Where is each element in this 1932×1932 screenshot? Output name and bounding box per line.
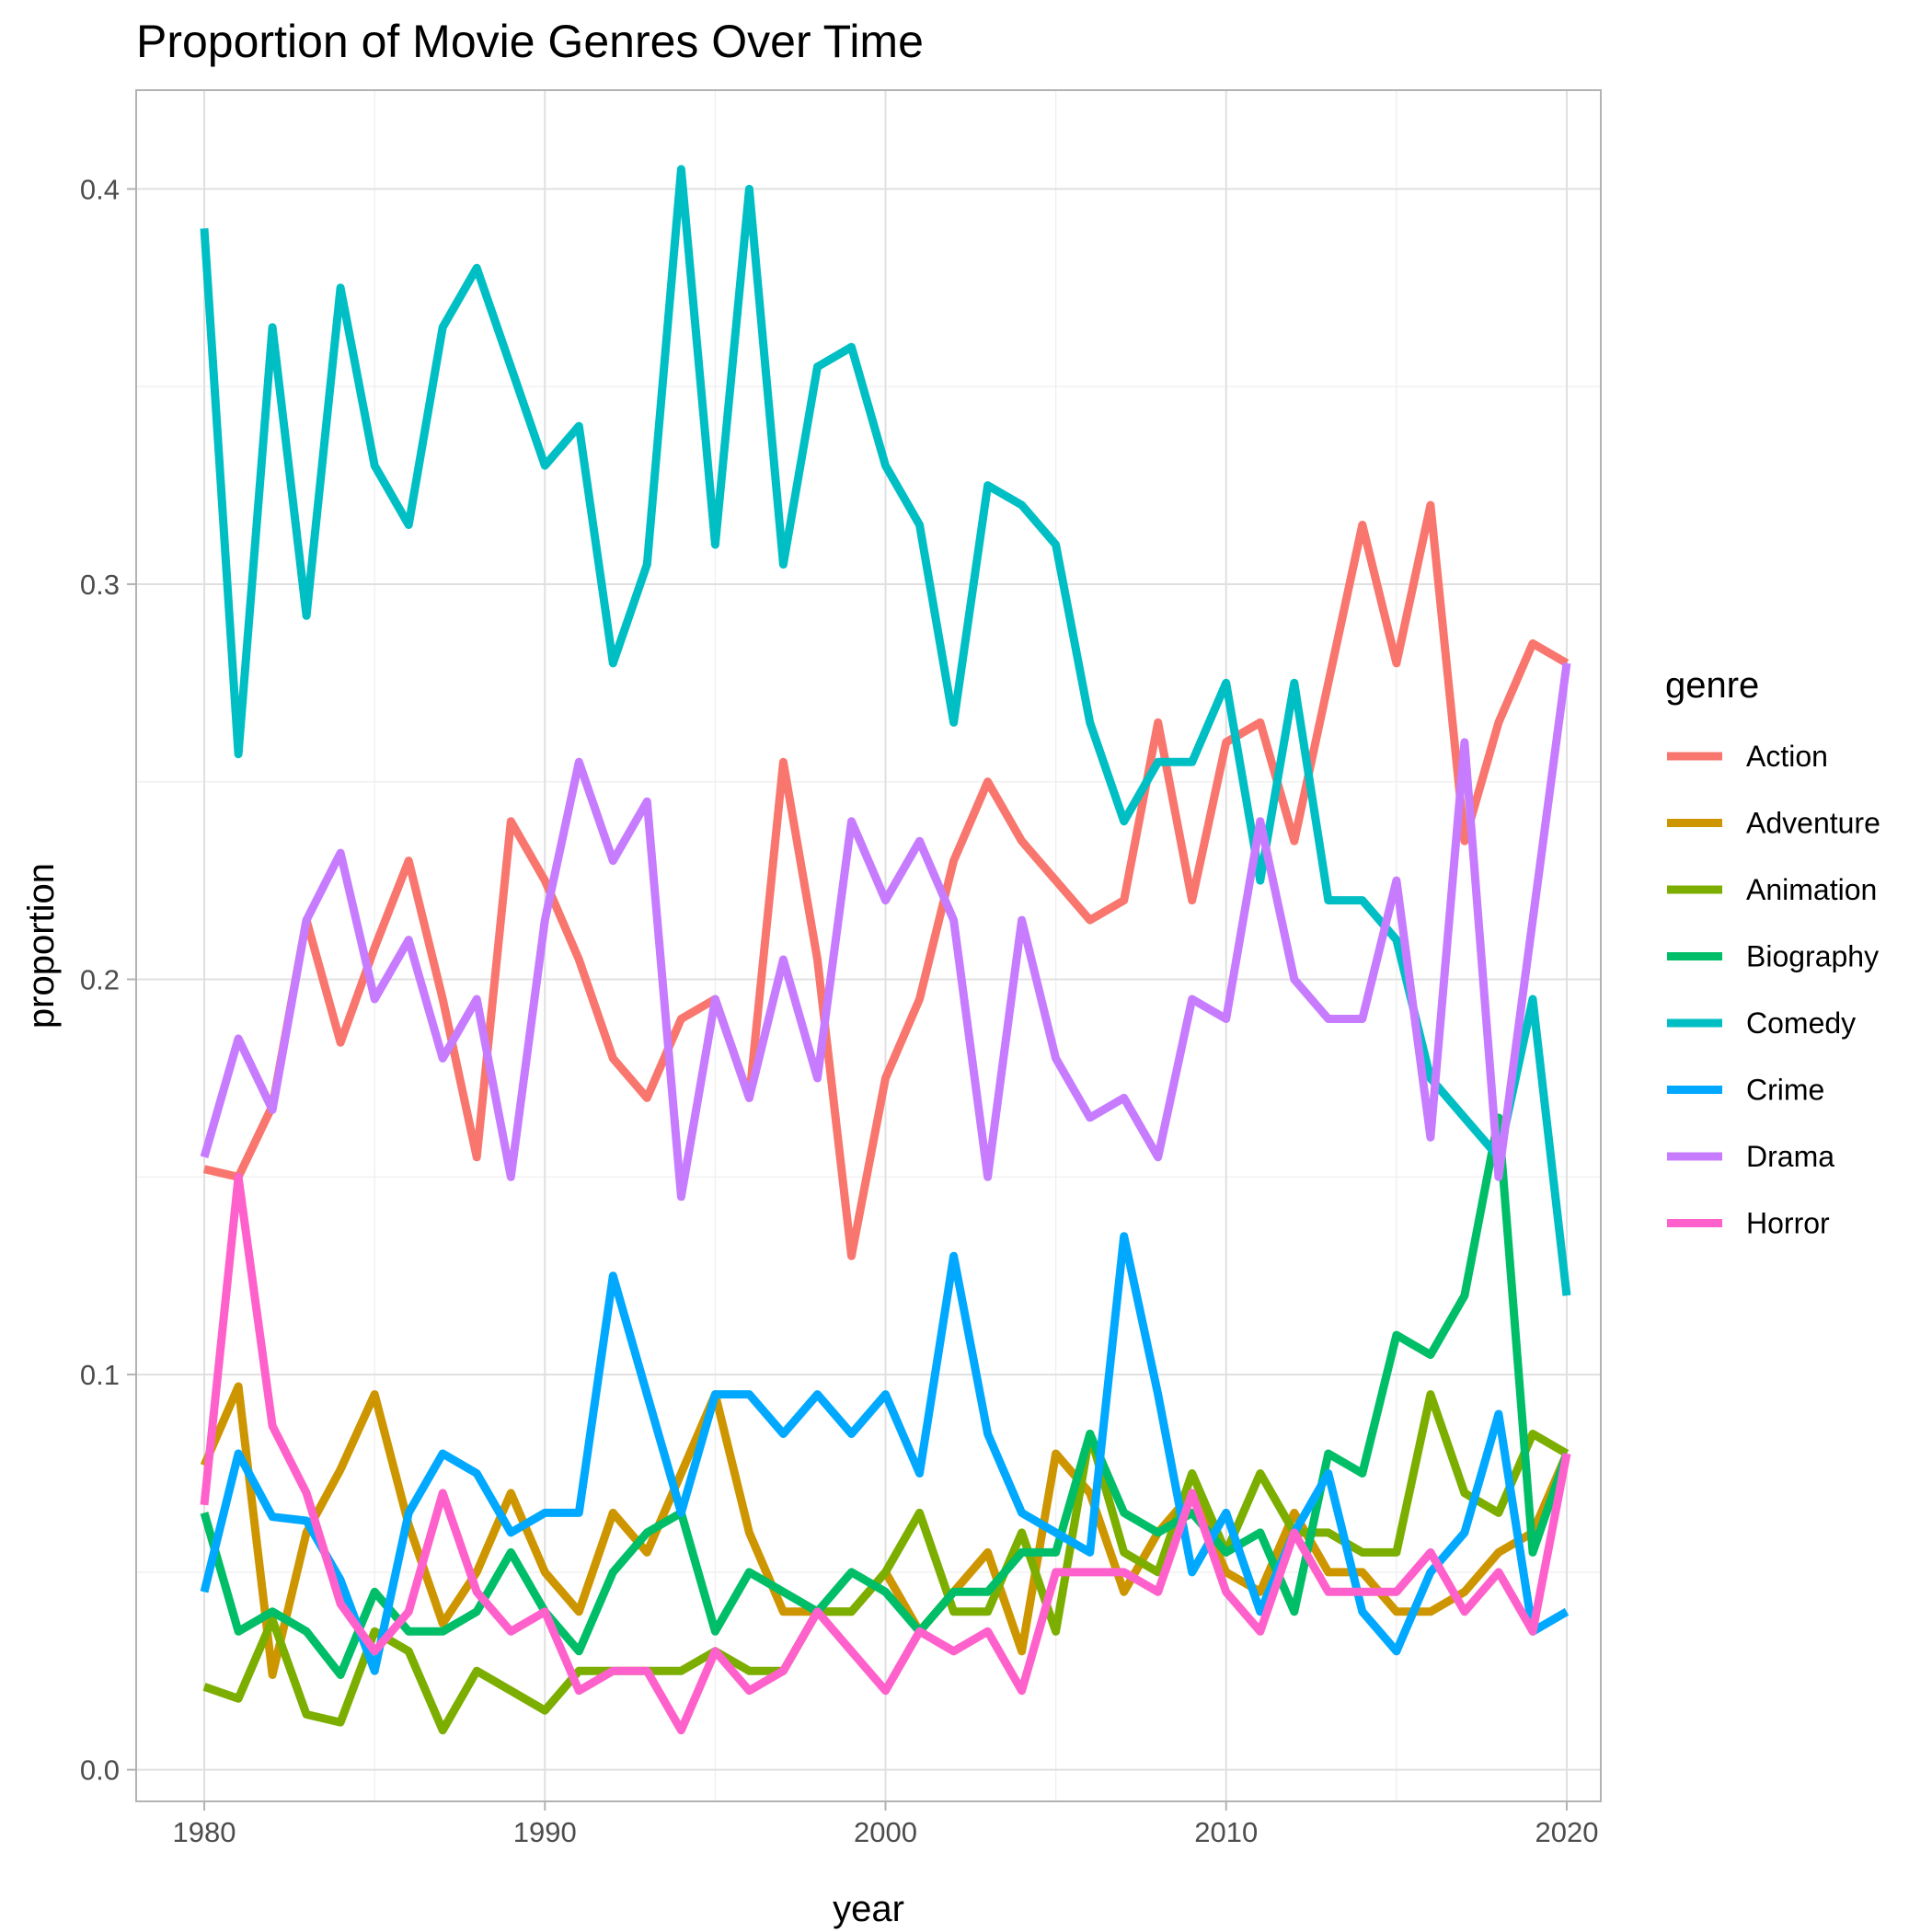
x-tick-label: 1990 xyxy=(513,1816,577,1848)
y-tick-label: 0.4 xyxy=(80,173,120,205)
chart-title: Proportion of Movie Genres Over Time xyxy=(136,16,924,67)
y-axis-title: proportion xyxy=(21,863,62,1029)
legend-label-biography: Biography xyxy=(1746,940,1879,973)
legend-label-horror: Horror xyxy=(1746,1207,1830,1240)
legend: genre Action Adventure Animation Biography C… xyxy=(1665,665,1880,1240)
series-line-drama xyxy=(200,662,1571,1202)
legend-label-comedy: Comedy xyxy=(1746,1006,1856,1040)
x-tick-label: 2020 xyxy=(1535,1816,1598,1848)
legend-label-adventure: Adventure xyxy=(1746,807,1880,840)
legend-label-animation: Animation xyxy=(1746,873,1877,906)
series-line-horror xyxy=(200,1172,1571,1735)
legend-label-crime: Crime xyxy=(1746,1074,1824,1107)
grid-layer xyxy=(136,90,1601,1801)
y-tick-label: 0.0 xyxy=(80,1754,120,1787)
y-axis: 0.0 0.1 0.2 0.3 0.4 xyxy=(80,173,136,1787)
series-line-comedy xyxy=(200,165,1571,1296)
y-tick-label: 0.3 xyxy=(80,569,120,601)
series-line-biography xyxy=(200,1113,1571,1679)
series-line-animation xyxy=(202,1390,1570,1735)
series-layer xyxy=(200,165,1571,1735)
series-line-action xyxy=(202,500,1570,1260)
x-axis-title: year xyxy=(833,1889,904,1929)
x-tick-label: 2010 xyxy=(1194,1816,1258,1848)
y-tick-label: 0.2 xyxy=(80,964,120,996)
series-line-crime xyxy=(200,1232,1570,1675)
y-tick-label: 0.1 xyxy=(80,1359,120,1391)
panel-border xyxy=(135,89,1602,1802)
legend-label-action: Action xyxy=(1746,740,1828,773)
x-axis: 1980 1990 2000 2010 2020 xyxy=(173,1801,1598,1848)
x-tick-label: 2000 xyxy=(854,1816,917,1848)
legend-title: genre xyxy=(1665,665,1759,706)
x-tick-label: 1980 xyxy=(173,1816,236,1848)
legend-label-drama: Drama xyxy=(1746,1140,1834,1173)
